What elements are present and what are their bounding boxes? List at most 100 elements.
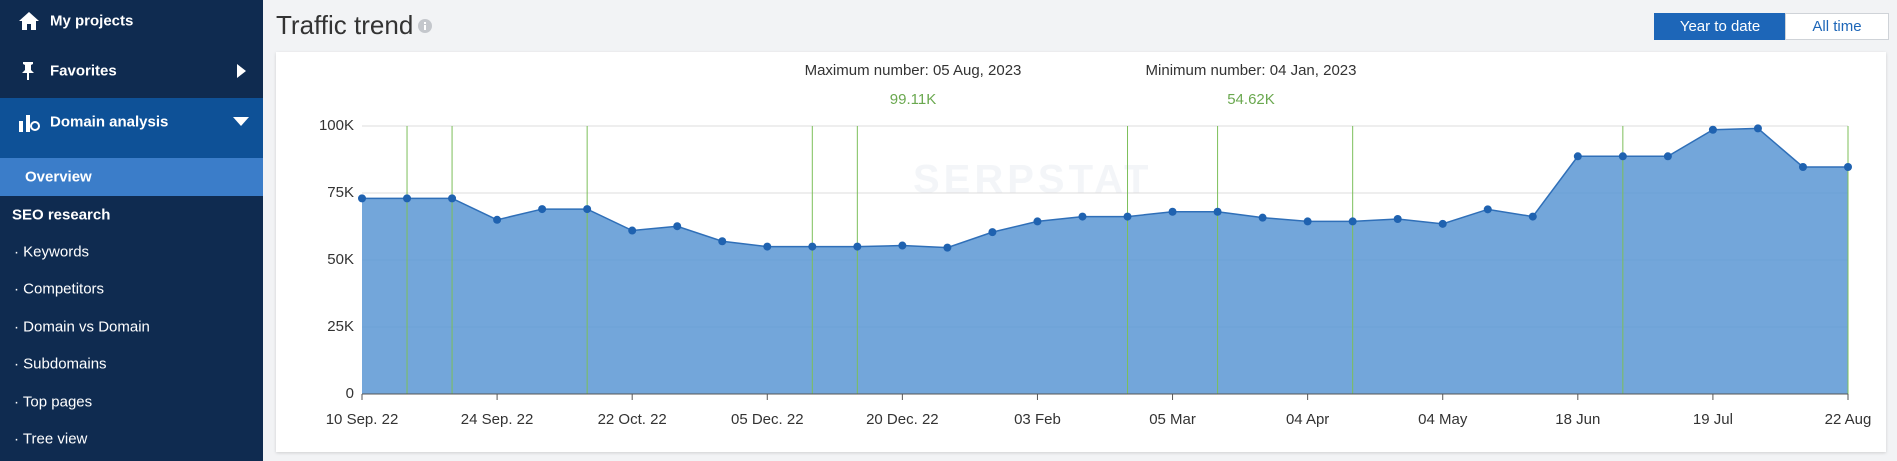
- x-tick-label: 24 Sep. 22: [461, 411, 534, 428]
- nav-label: · Subdomains: [14, 355, 107, 373]
- icon: [19, 115, 40, 132]
- point: [628, 226, 637, 235]
- point: [1708, 125, 1717, 134]
- info-icon[interactable]: [417, 18, 433, 34]
- x-tick-label: 10 Sep. 22: [326, 411, 399, 428]
- nav-item[interactable]: · Competitors: [0, 274, 263, 304]
- nav-text: Tree view: [22, 430, 88, 448]
- point: [1438, 219, 1447, 228]
- y-tick-label: 100K: [319, 117, 354, 134]
- point: [673, 222, 682, 231]
- point: [1573, 152, 1582, 161]
- icon: [22, 62, 34, 80]
- nav-label: · Top pages: [14, 393, 93, 411]
- main: Traffic trend Year to date All time SERP…: [263, 0, 1897, 461]
- line: [362, 127, 1848, 249]
- annotation: Maximum number: 05 Aug, 2023: [805, 62, 1022, 79]
- point: [808, 242, 817, 251]
- x-tick-label: 18 Jun: [1555, 411, 1600, 428]
- area: [362, 128, 1848, 394]
- nav-label: · Domain vs Domain: [14, 318, 150, 336]
- point: [1618, 152, 1627, 161]
- point: [1393, 214, 1402, 223]
- nav-text: Keywords: [23, 243, 90, 261]
- point: [1168, 207, 1177, 216]
- point: [493, 215, 502, 224]
- nav-section: SEO research: [0, 200, 263, 230]
- point: [718, 237, 727, 246]
- tab-button[interactable]: All time: [1785, 13, 1889, 40]
- x-tick-label: 22 Aug: [1825, 411, 1872, 428]
- annotation-value: 99.11K: [890, 91, 936, 108]
- point: [1033, 217, 1042, 226]
- nav-label: · Keywords: [14, 243, 90, 261]
- point: [1528, 212, 1537, 221]
- point: [1483, 205, 1492, 214]
- point: [853, 242, 862, 251]
- x-tick-label: 19 Jul: [1693, 411, 1733, 428]
- nav-text: Top pages: [22, 393, 93, 411]
- point: [448, 194, 457, 203]
- y-tick-label: 75K: [327, 184, 354, 201]
- point: [1078, 212, 1087, 221]
- x-tick-label: 04 Apr: [1286, 411, 1329, 428]
- nav-gap: [0, 146, 263, 158]
- nav-label: Overview: [25, 168, 92, 186]
- nav-item[interactable]: · Keywords: [0, 237, 263, 267]
- nav-item[interactable]: My projects: [0, 0, 263, 42]
- y-tick-label: 0: [346, 385, 354, 402]
- nav-item[interactable]: · Tree view: [0, 424, 263, 454]
- nav-label: My projects: [50, 12, 134, 30]
- y-tick-label: 50K: [327, 251, 354, 268]
- point: [1753, 124, 1762, 133]
- point: [1123, 212, 1132, 221]
- nav-text: Domain vs Domain: [23, 318, 150, 336]
- arrow: [233, 117, 249, 126]
- annotation-value: 54.62K: [1227, 91, 1275, 108]
- point: [1348, 217, 1357, 226]
- point: [1663, 152, 1672, 161]
- nav-item[interactable]: · Domain vs Domain: [0, 312, 263, 342]
- nav-text: Competitors: [23, 280, 105, 298]
- point: [1258, 213, 1267, 222]
- arrow: [237, 64, 246, 78]
- nav-label: · Competitors: [14, 280, 105, 298]
- nav-item[interactable]: · Top pages: [0, 387, 263, 417]
- icon: [19, 12, 39, 30]
- point: [943, 243, 952, 252]
- point: [1303, 217, 1312, 226]
- watermark: SERPSTAT: [913, 158, 1152, 202]
- chart: SERPSTAT Maximum number: 05 Aug, 2023 99…: [319, 62, 1872, 428]
- x-tick-label: 22 Oct. 22: [598, 411, 667, 428]
- point: [403, 194, 412, 203]
- point: [358, 194, 366, 203]
- annotation: Minimum number: 04 Jan, 2023: [1146, 62, 1357, 79]
- nav-item[interactable]: Domain analysis: [0, 98, 263, 146]
- x-tick-label: 20 Dec. 22: [866, 411, 939, 428]
- x-tick-label: 05 Mar: [1149, 411, 1196, 428]
- point: [583, 205, 592, 214]
- x-tick-label: 04 May: [1418, 411, 1468, 428]
- nav-item[interactable]: · Subdomains: [0, 349, 263, 379]
- tab-button[interactable]: Year to date: [1654, 13, 1786, 40]
- point: [1213, 207, 1222, 216]
- nav-label: SEO research: [12, 206, 111, 224]
- x-tick-label: 05 Dec. 22: [731, 411, 804, 428]
- nav-label: Domain analysis: [50, 113, 169, 131]
- nav-item[interactable]: Overview: [0, 158, 263, 196]
- point: [1798, 163, 1807, 172]
- nav-label: Favorites: [50, 62, 117, 80]
- point: [763, 242, 772, 251]
- nav-item[interactable]: Favorites: [0, 50, 263, 92]
- page-title: Traffic trend: [276, 10, 414, 40]
- sidebar: My projects Favorites Domain analysis Ov…: [0, 0, 263, 461]
- point: [988, 228, 997, 237]
- point: [1844, 163, 1852, 172]
- point: [538, 205, 547, 214]
- nav-text: Subdomains: [23, 355, 107, 373]
- nav-label: · Tree view: [14, 430, 88, 448]
- x-tick-label: 03 Feb: [1014, 411, 1061, 428]
- y-tick-label: 25K: [327, 318, 354, 335]
- point: [898, 241, 907, 250]
